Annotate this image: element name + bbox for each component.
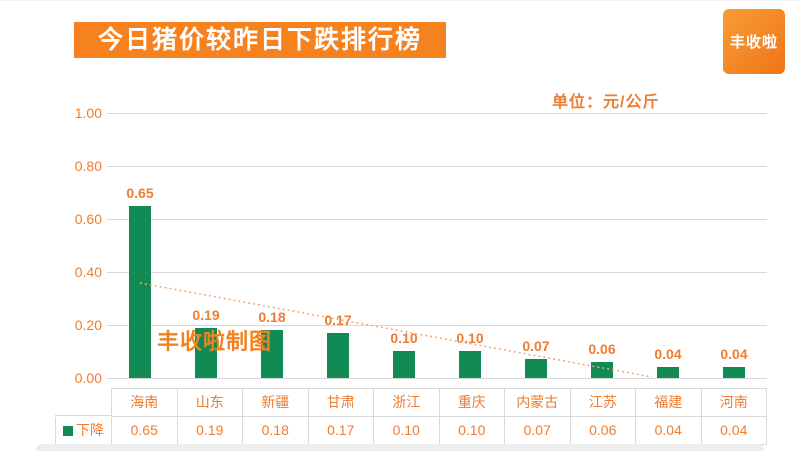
bar-group: 0.17 [305,113,371,378]
category-label: 重庆 [439,388,505,417]
bar-value-label: 0.10 [390,330,418,346]
unit-label: 单位：元/公斤 [552,94,660,111]
bar-group: 0.07 [503,113,569,378]
y-axis-tick: 0.80 [74,158,102,174]
legend-item: 下降 [55,417,112,445]
y-axis-tick: 0.40 [74,264,102,280]
legend-label: 下降 [76,422,104,438]
bar [525,359,547,378]
page-title: 今日猪价较昨日下跌排行榜 [74,22,446,58]
bar-group: 0.06 [569,113,635,378]
bar-value-label: 0.10 [456,330,484,346]
bar [129,206,151,378]
bar [591,362,613,378]
bar [657,367,679,378]
bar-group: 0.10 [437,113,503,378]
bar-value-label: 0.04 [654,346,682,362]
category-label: 河南 [701,388,767,417]
category-label: 浙江 [374,388,440,417]
y-axis-tick: 1.00 [74,105,102,121]
y-axis-tick: 0.60 [74,211,102,227]
table-corner-cell [55,388,112,416]
brand-logo-text: 丰收啦 [729,34,778,51]
table-value: 0.10 [439,417,505,445]
y-axis-tick: 0.20 [74,317,102,333]
bar-value-label: 0.19 [192,307,220,323]
bar [459,351,481,378]
table-value: 0.04 [701,417,767,445]
chart-plot-area: 0.65 0.19 0.18 0.17 0.10 0.10 [107,113,767,379]
data-table: 海南 山东 新疆 甘肃 浙江 重庆 内蒙古 江苏 福建 河南 下降 0.65 0… [55,388,767,445]
table-value: 0.07 [505,417,571,445]
category-label: 江苏 [570,388,636,417]
bar-value-label: 0.07 [522,338,550,354]
category-label: 山东 [177,388,243,417]
category-label: 甘肃 [308,388,374,417]
table-value: 0.17 [308,417,374,445]
gridline [107,272,767,273]
gridline [107,219,767,220]
bottom-card-edge [36,444,764,451]
bar [393,351,415,378]
bar-value-label: 0.06 [588,341,616,357]
table-value: 0.06 [570,417,636,445]
table-value: 0.04 [636,417,702,445]
bar-value-label: 0.18 [258,309,286,325]
category-label: 海南 [112,388,178,417]
category-label: 新疆 [243,388,309,417]
bar-value-label: 0.65 [126,185,154,201]
table-value: 0.19 [177,417,243,445]
y-axis-tick: 0.00 [74,370,102,386]
bar [327,333,349,378]
brand-logo: 丰收啦 [723,9,785,74]
gridline [107,166,767,167]
category-label: 内蒙古 [505,388,571,417]
bar-value-label: 0.17 [324,312,352,328]
x-axis-line [107,378,767,379]
gridline [107,113,767,114]
bar-group: 0.04 [635,113,701,378]
category-label: 福建 [636,388,702,417]
table-value: 0.65 [112,417,178,445]
bar [723,367,745,378]
table-value: 0.18 [243,417,309,445]
bar-group: 0.04 [701,113,767,378]
bar-group: 0.10 [371,113,437,378]
bar-value-label: 0.04 [720,346,748,362]
table-value: 0.10 [374,417,440,445]
legend-swatch [63,425,73,436]
watermark-text: 丰收啦制图 [157,329,273,354]
